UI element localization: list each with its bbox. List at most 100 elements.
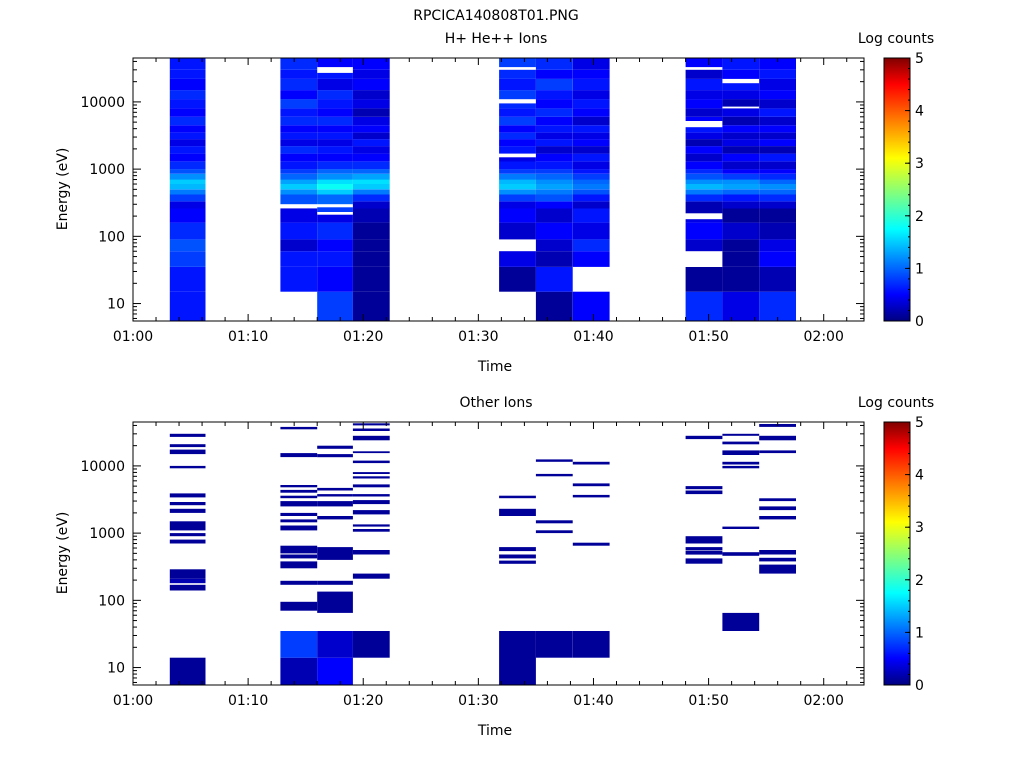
heatmap-cell	[280, 554, 318, 559]
heatmap-cell	[499, 495, 536, 499]
heatmap-cell	[685, 69, 723, 79]
heatmap-cell	[317, 184, 353, 190]
heatmap-cell	[572, 69, 610, 79]
heatmap-cell	[759, 435, 796, 441]
heatmap-cell	[169, 267, 206, 292]
colorbar-label: Log counts	[858, 31, 934, 47]
heatmap-cell	[280, 267, 318, 292]
heatmap-cell	[535, 161, 573, 170]
heatmap-cell	[535, 194, 573, 202]
heatmap-cell	[317, 631, 353, 658]
heatmap-cell	[169, 169, 206, 174]
heatmap-cell	[722, 239, 760, 252]
y-tick-label: 1000	[89, 526, 125, 542]
heatmap-cell	[685, 222, 723, 240]
heatmap-cell	[352, 173, 390, 180]
heatmap-cell	[352, 222, 390, 240]
heatmap-cell	[317, 222, 353, 240]
heatmap-cell	[535, 69, 573, 79]
y-tick-label: 100	[98, 229, 125, 245]
heatmap-cell	[685, 139, 723, 147]
heatmap-cell	[722, 108, 760, 117]
heatmap-cell	[722, 99, 760, 107]
y-tick-label: 10	[107, 297, 125, 313]
colorbar-tick-label: 5	[915, 51, 924, 67]
heatmap-cell	[535, 139, 573, 147]
heatmap-cell	[685, 267, 723, 292]
heatmap-cell	[317, 207, 353, 212]
heatmap-cell	[169, 132, 206, 140]
heatmap-cell	[759, 116, 796, 126]
colorbar-tick-label: 1	[915, 625, 924, 641]
heatmap-cell	[280, 631, 318, 658]
heatmap-cell	[572, 542, 610, 546]
heatmap-cell	[535, 146, 573, 154]
heatmap-cell	[499, 208, 536, 223]
heatmap-cell	[759, 146, 796, 154]
heatmap-cell	[722, 450, 760, 455]
heatmap-cell	[535, 201, 573, 209]
heatmap-cell	[317, 72, 353, 79]
x-tick-label: 01:50	[688, 693, 728, 709]
heatmap-cell	[572, 161, 610, 170]
colorbar-tick-label: 1	[915, 261, 924, 277]
x-tick-label: 01:10	[228, 693, 268, 709]
heatmap-cell	[169, 493, 206, 498]
heatmap-cell	[280, 501, 318, 507]
heatmap-cell	[352, 189, 390, 195]
heatmap-cell	[169, 179, 206, 184]
heatmap-cell	[352, 125, 390, 133]
heatmap-cell	[685, 219, 723, 223]
heatmap-cell	[572, 208, 610, 223]
heatmap-cell	[722, 169, 760, 174]
heatmap-cell	[280, 580, 318, 585]
heatmap-cell	[499, 547, 536, 552]
y-axis-label: Energy (eV)	[55, 512, 71, 595]
heatmap-cell	[352, 116, 390, 126]
figure-title: RPCICA140808T01.PNG	[413, 8, 578, 24]
heatmap-cell	[572, 239, 610, 252]
heatmap-cell	[722, 146, 760, 154]
x-tick-label: 01:30	[458, 329, 498, 345]
heatmap-cell	[685, 435, 723, 440]
heatmap-cell	[352, 451, 390, 454]
heatmap-cell	[317, 251, 353, 267]
x-tick-label: 01:50	[688, 329, 728, 345]
heatmap-cell	[317, 99, 353, 109]
heatmap-cell	[280, 108, 318, 117]
heatmap-cell	[759, 267, 796, 292]
heatmap-cell	[535, 184, 573, 190]
heatmap-cell	[169, 108, 206, 117]
heatmap-cell	[499, 108, 536, 117]
heatmap-cell	[169, 90, 206, 100]
heatmap-cell	[685, 490, 723, 495]
heatmap-cell	[317, 516, 353, 520]
heatmap-cell	[572, 461, 610, 465]
heatmap-cell	[280, 251, 318, 267]
heatmap-cell	[317, 169, 353, 174]
heatmap-cell	[169, 239, 206, 252]
heatmap-cell	[572, 631, 610, 658]
heatmap-cell	[352, 423, 390, 426]
heatmap-cell	[759, 239, 796, 252]
colorbar-tick-label: 0	[915, 678, 924, 694]
heatmap-cell	[317, 267, 353, 292]
heatmap-cell	[352, 58, 390, 70]
heatmap-cell	[352, 494, 390, 497]
y-tick-label: 100	[98, 593, 125, 609]
heatmap-cell	[352, 428, 390, 431]
heatmap-cell	[759, 291, 796, 321]
heatmap-cell	[722, 552, 760, 556]
heatmap-cell	[759, 173, 796, 180]
y-tick-label: 1000	[89, 162, 125, 178]
heatmap-cell	[572, 132, 610, 140]
heatmap-cell	[169, 194, 206, 202]
heatmap-cell	[499, 179, 536, 184]
heatmap-cell	[535, 153, 573, 162]
heatmap-cell	[722, 161, 760, 170]
heatmap-cell	[169, 78, 206, 91]
heatmap-cell	[499, 184, 536, 190]
heatmap-cell	[685, 486, 723, 490]
heatmap-cell	[317, 501, 353, 507]
heatmap-cell	[280, 116, 318, 126]
